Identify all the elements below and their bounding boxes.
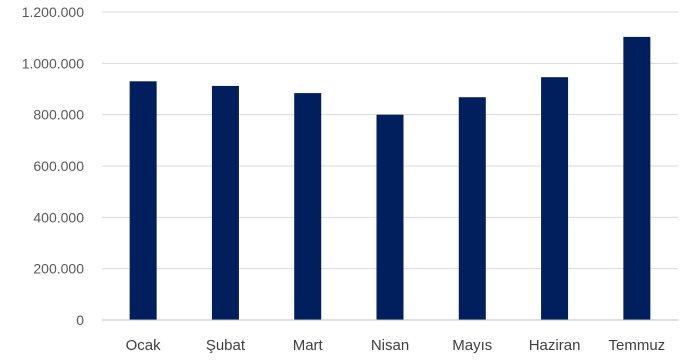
x-tick-label: Haziran xyxy=(529,337,581,354)
x-tick-label: Şubat xyxy=(206,337,246,354)
bar xyxy=(541,77,569,321)
y-tick-label: 1.000.000 xyxy=(22,55,84,71)
y-tick-label: 0 xyxy=(76,312,84,328)
x-tick-label: Mart xyxy=(293,337,324,354)
y-tick-label: 800.000 xyxy=(33,107,84,123)
y-tick-label: 600.000 xyxy=(33,158,84,174)
x-tick-label: Ocak xyxy=(126,337,162,354)
y-tick-label: 1.200.000 xyxy=(22,4,84,20)
x-tick-label: Temmuz xyxy=(609,337,666,354)
x-tick-label: Nisan xyxy=(371,337,409,354)
bar xyxy=(376,114,404,321)
bars xyxy=(129,36,651,321)
bar xyxy=(458,97,486,320)
y-tick-label: 400.000 xyxy=(33,209,84,225)
bar xyxy=(211,85,239,320)
y-axis-tick-labels: 0 200.000 400.000 600.000 800.000 1.000.000 1.… xyxy=(22,4,85,328)
x-tick-label: Mayıs xyxy=(452,337,492,354)
x-axis-category-labels: Ocak Şubat Mart Nisan Mayıs Haziran Temmuz xyxy=(126,337,666,354)
y-tick-label: 200.000 xyxy=(33,261,84,277)
bar xyxy=(294,93,322,321)
bar xyxy=(623,36,651,320)
bar xyxy=(129,81,157,320)
